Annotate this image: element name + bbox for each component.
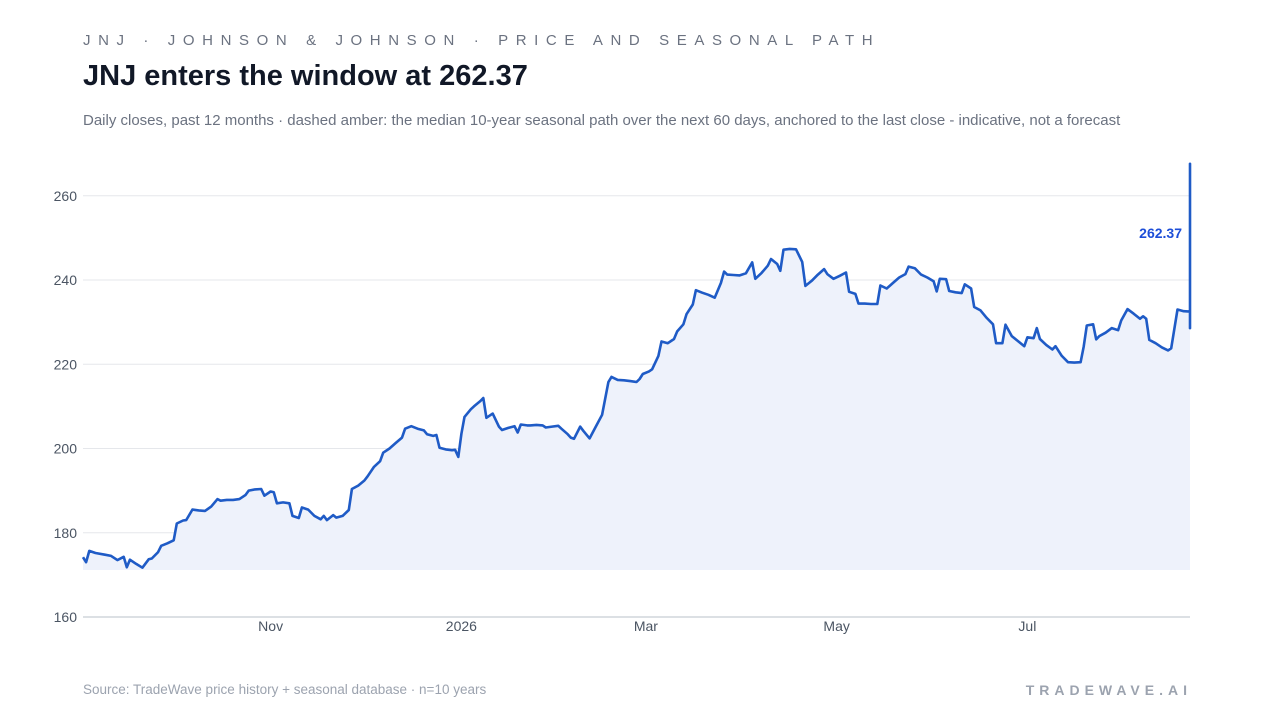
brand-wordmark: TRADEWAVE.AI (1025, 682, 1192, 698)
y-tick-label-240: 240 (54, 272, 78, 288)
chart-eyebrow: JNJ · JOHNSON & JOHNSON · PRICE AND SEAS… (83, 32, 881, 49)
y-tick-label-180: 180 (54, 525, 78, 541)
x-tick-label-2026: 2026 (446, 618, 477, 634)
chart-subtitle: Daily closes, past 12 months · dashed am… (83, 112, 1121, 129)
y-axis-ticks: 160 180 200 220 240 260 (54, 188, 78, 625)
last-value-label: 262.37 (1139, 225, 1182, 241)
y-tick-label-220: 220 (54, 356, 78, 372)
x-tick-label-may: May (823, 618, 849, 634)
x-tick-label-mar: Mar (634, 618, 658, 634)
y-tick-label-160: 160 (54, 609, 78, 625)
x-axis-ticks: Nov 2026 Mar May Jul (258, 618, 1036, 634)
price-line (81, 162, 1192, 569)
x-tick-label-nov: Nov (258, 618, 283, 634)
y-tick-label-260: 260 (54, 188, 78, 204)
x-tick-label-jul: Jul (1018, 618, 1036, 634)
price-area-fill (83, 163, 1190, 571)
chart-title: JNJ enters the window at 262.37 (83, 60, 528, 92)
y-tick-label-200: 200 (54, 441, 78, 457)
source-note: Source: TradeWave price history + season… (83, 682, 487, 697)
